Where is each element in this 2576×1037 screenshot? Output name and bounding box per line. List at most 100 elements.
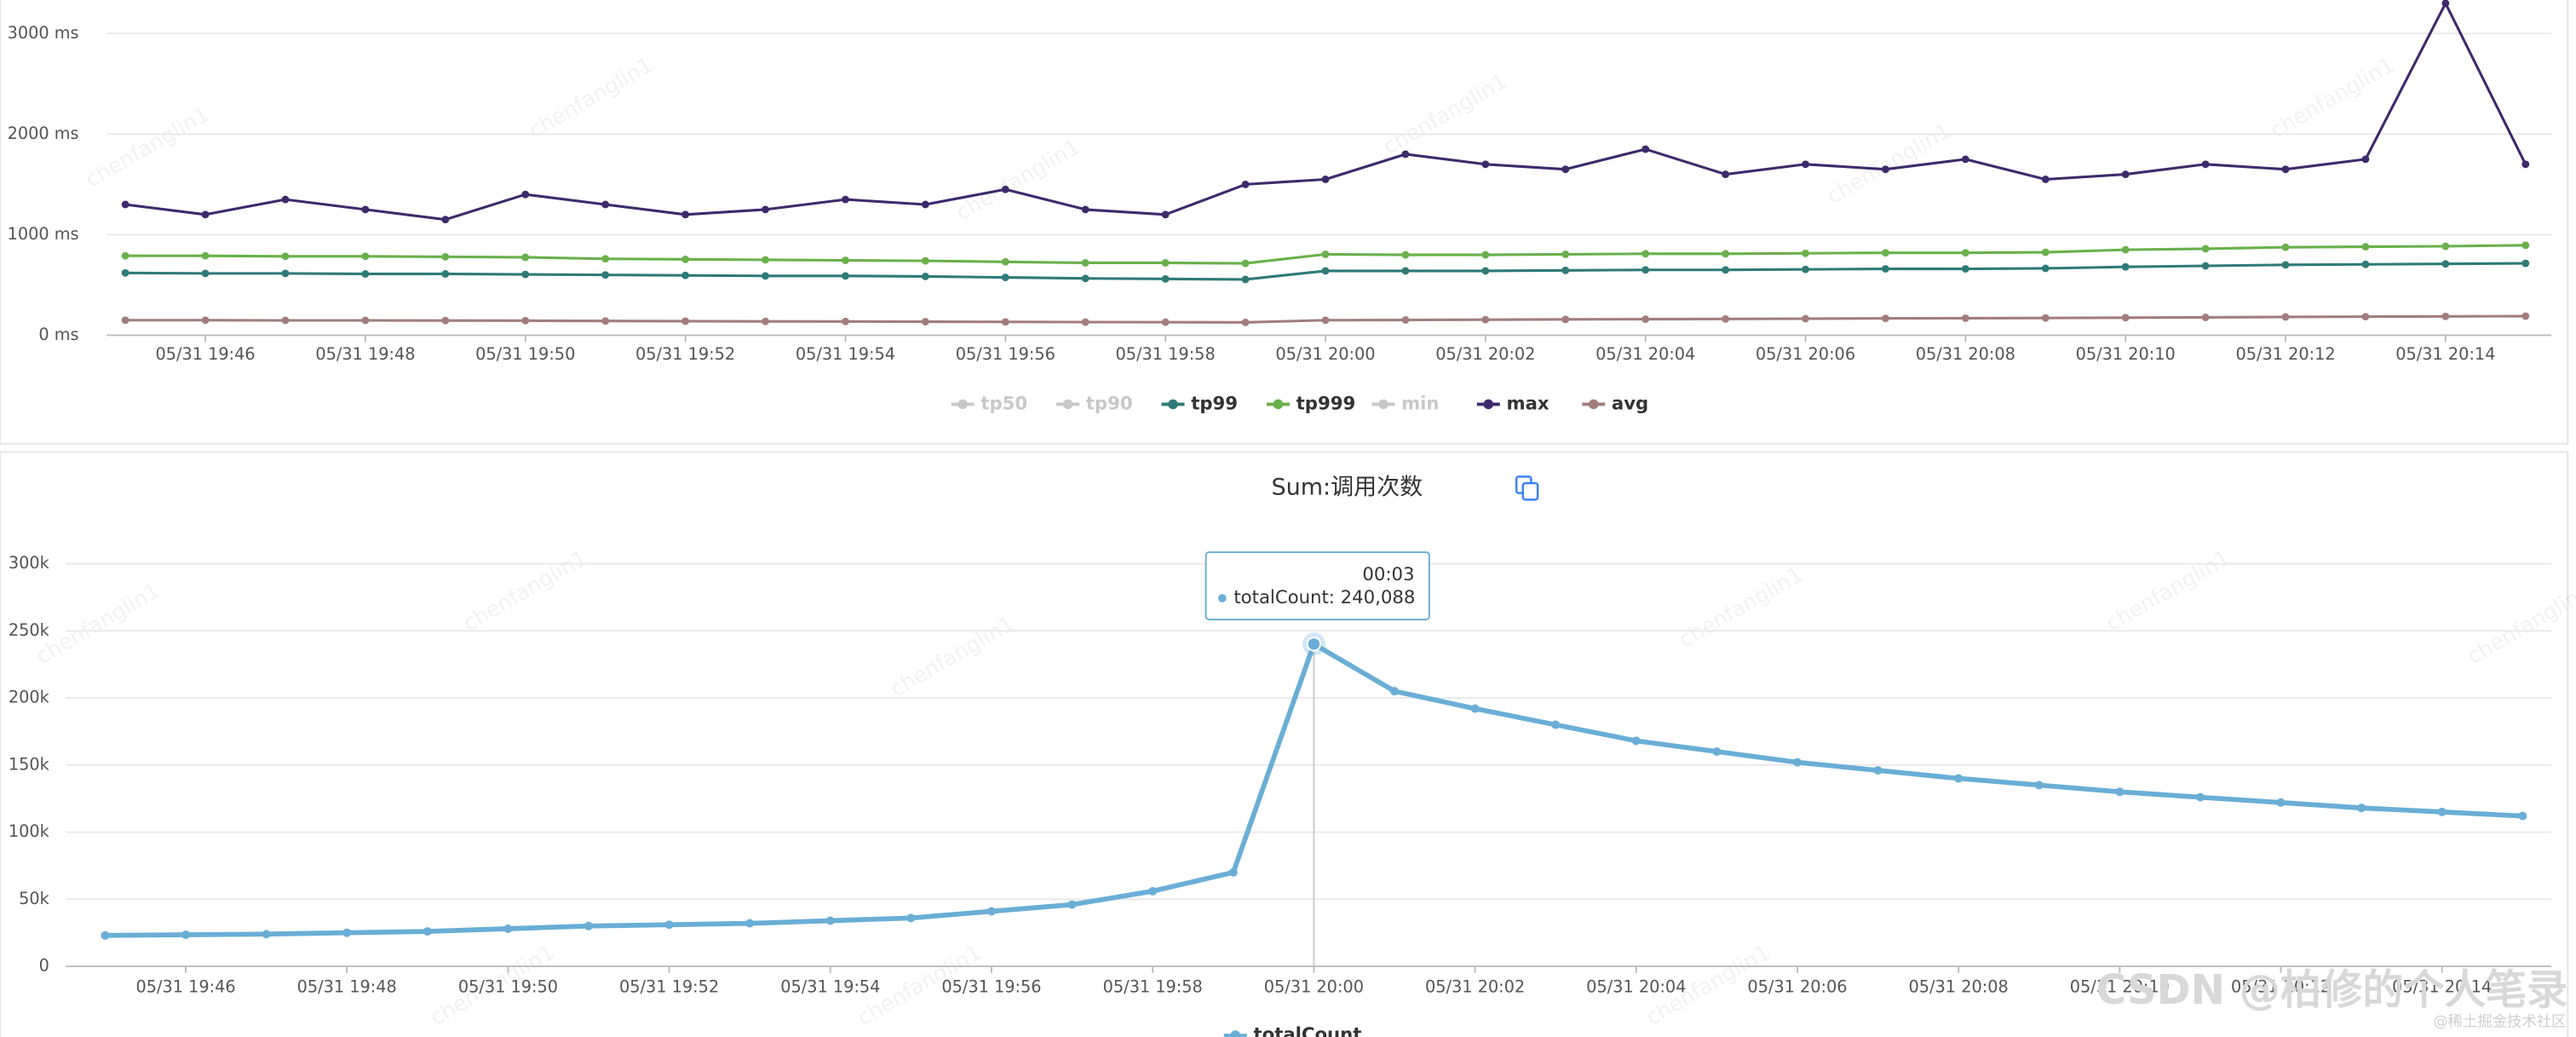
x-tick-label: 05/31 20:00 xyxy=(1264,977,1364,997)
data-point xyxy=(281,252,290,261)
data-point xyxy=(1401,316,1410,324)
data-point xyxy=(201,316,210,325)
x-tick-label: 05/31 20:14 xyxy=(2392,977,2492,997)
x-tick-label: 05/31 19:58 xyxy=(1103,977,1203,997)
data-point xyxy=(1642,315,1650,324)
data-point xyxy=(1401,150,1410,158)
data-point xyxy=(201,251,210,260)
legend-label[interactable]: tp99 xyxy=(1191,393,1238,414)
data-point xyxy=(681,255,690,263)
x-tick-label: 05/31 20:02 xyxy=(1425,977,1525,997)
x-tick-label: 05/31 20:08 xyxy=(1909,977,2009,997)
y-tick-label: 150k xyxy=(9,754,50,774)
data-point xyxy=(1401,251,1410,259)
legend-label[interactable]: tp50 xyxy=(980,393,1027,414)
data-point xyxy=(2115,787,2125,797)
data-point xyxy=(1001,318,1009,326)
x-tick-label: 05/31 19:50 xyxy=(458,977,558,997)
copy-icon[interactable] xyxy=(1515,475,1539,501)
data-point xyxy=(1161,274,1170,283)
data-point xyxy=(2041,314,2050,322)
data-point xyxy=(2201,160,2210,169)
data-point xyxy=(1228,867,1238,877)
data-point xyxy=(1961,155,1969,164)
data-point xyxy=(1067,900,1077,909)
legend-label[interactable]: avg xyxy=(1612,393,1648,414)
legend-label[interactable]: totalCount xyxy=(1254,1024,1362,1037)
tooltip-title: 00:03 xyxy=(1362,564,1414,585)
data-point xyxy=(664,920,674,930)
x-tick-label: 05/31 19:52 xyxy=(619,977,719,997)
data-point xyxy=(1001,257,1009,266)
data-point xyxy=(521,190,530,199)
footer-small: @稀土掘金技术社区 xyxy=(2433,1014,2566,1031)
data-point xyxy=(201,210,210,219)
data-point xyxy=(681,210,690,219)
data-point xyxy=(423,927,432,936)
data-point xyxy=(2201,262,2210,270)
data-point xyxy=(842,195,849,204)
chart-title: Sum:调用次数 xyxy=(1271,474,1423,500)
data-point xyxy=(1481,160,1490,169)
data-point xyxy=(1631,736,1641,746)
legend-dot xyxy=(1273,399,1284,410)
x-tick-label: 05/31 19:46 xyxy=(155,344,255,364)
data-point xyxy=(842,317,849,326)
data-point xyxy=(1001,185,1009,193)
legend-dot xyxy=(1588,399,1599,410)
data-point xyxy=(1961,314,1969,322)
data-point xyxy=(1802,314,1809,323)
data-point xyxy=(2201,245,2210,253)
legend-label[interactable]: max xyxy=(1507,393,1550,414)
data-point xyxy=(842,256,849,264)
data-point xyxy=(521,270,530,279)
legend-label[interactable]: min xyxy=(1401,393,1439,414)
data-point xyxy=(1722,250,1730,258)
bottom-panel xyxy=(0,451,2569,1037)
data-point xyxy=(361,270,370,278)
data-point xyxy=(584,921,594,930)
legend-label[interactable]: tp999 xyxy=(1297,393,1356,414)
data-point xyxy=(1961,265,1969,273)
data-point xyxy=(1321,267,1330,275)
data-point xyxy=(121,316,129,325)
data-point xyxy=(521,253,530,262)
data-point xyxy=(1241,259,1250,268)
legend-dot xyxy=(1062,399,1073,410)
data-point xyxy=(762,256,769,264)
data-point xyxy=(1481,267,1490,275)
data-point xyxy=(1481,315,1490,324)
data-point xyxy=(1389,687,1399,696)
y-tick-label: 0 xyxy=(39,956,49,976)
data-point xyxy=(1792,758,1802,767)
data-point xyxy=(2281,243,2290,251)
data-point xyxy=(1642,250,1650,258)
data-point xyxy=(1802,160,1809,169)
legend-dot xyxy=(957,399,968,410)
data-point xyxy=(1241,318,1250,326)
data-point xyxy=(1081,205,1090,214)
top-panel xyxy=(0,0,2569,445)
data-point xyxy=(521,316,530,325)
x-tick-label: 05/31 19:56 xyxy=(956,344,1055,364)
data-point xyxy=(601,255,610,263)
data-point xyxy=(281,269,290,278)
data-point xyxy=(2521,160,2530,169)
data-point xyxy=(1161,210,1170,219)
data-point xyxy=(762,272,769,280)
legend-label[interactable]: tp90 xyxy=(1086,393,1133,414)
x-tick-label: 05/31 19:52 xyxy=(635,344,735,364)
data-point xyxy=(842,272,849,280)
data-point xyxy=(441,316,450,325)
data-point xyxy=(1802,249,1809,257)
data-point xyxy=(762,317,769,326)
data-point xyxy=(1148,886,1158,896)
y-tick-label: 300k xyxy=(9,553,50,573)
data-point xyxy=(1081,274,1090,283)
data-point xyxy=(1954,774,1964,783)
data-point xyxy=(1321,250,1330,258)
y-tick-label: 50k xyxy=(19,889,50,908)
y-tick-label: 1000 ms xyxy=(8,224,79,244)
data-point xyxy=(906,913,916,923)
